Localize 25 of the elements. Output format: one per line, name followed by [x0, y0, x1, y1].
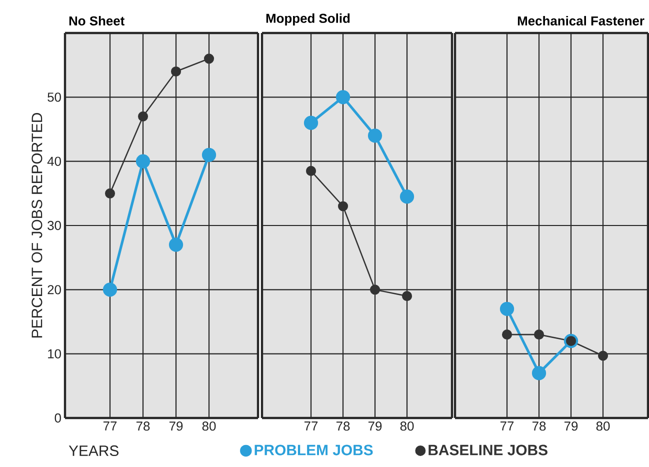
x-tick-label: 80 — [400, 422, 414, 431]
x-axis-title: YEARS — [68, 445, 118, 456]
y-tick-label: 0 — [54, 413, 61, 423]
x-tick-label: 79 — [368, 422, 382, 431]
chart-title: Mopped Solid — [266, 13, 350, 26]
x-tick-label: 77 — [304, 422, 318, 430]
legend-label: BASELINE JOBS — [428, 444, 548, 456]
y-axis-title: PERCENT OF JOBS REPORTED — [32, 112, 42, 338]
x-tick-label: 78 — [136, 422, 150, 431]
x-tick-label: 79 — [169, 422, 183, 431]
y-tick-label: 30 — [48, 220, 61, 230]
x-tick-label: 80 — [202, 422, 216, 431]
x-tick-label: 78 — [336, 422, 350, 431]
y-tick-label: 40 — [47, 156, 61, 166]
chart-title: Mechanical Fastener — [518, 16, 644, 26]
x-tick-label: 77 — [103, 422, 117, 430]
legend-label: PROBLEM JOBS — [254, 444, 373, 456]
y-tick-label: 10 — [48, 349, 61, 358]
y-tick-label: 20 — [48, 285, 61, 294]
x-tick-label: 77 — [500, 422, 514, 430]
x-tick-label: 79 — [564, 422, 578, 431]
x-tick-label: 80 — [596, 422, 610, 431]
chart-title: No Sheet — [69, 16, 124, 26]
x-tick-label: 78 — [532, 422, 546, 431]
y-tick-label: 50 — [48, 92, 61, 102]
